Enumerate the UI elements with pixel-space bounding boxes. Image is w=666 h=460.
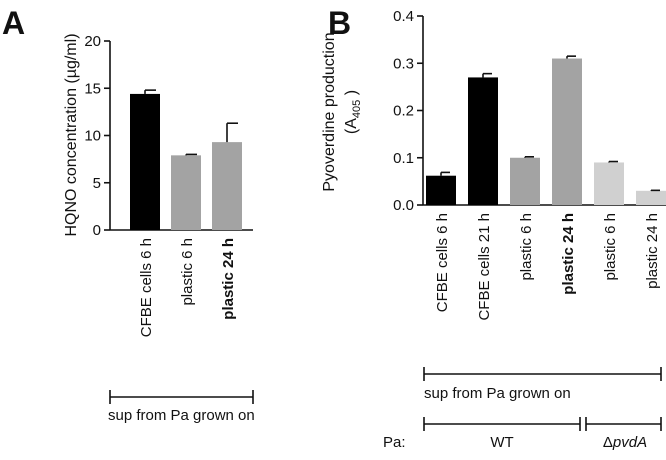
b-bar <box>552 58 582 206</box>
b-category-label: plastic 24 h <box>644 213 661 289</box>
b-bar <box>468 77 498 205</box>
a-bar <box>171 155 201 230</box>
b-category-label: plastic 6 h <box>602 213 619 281</box>
panel-b-axes <box>422 16 666 206</box>
a-category-label: plastic 24 h <box>220 238 237 320</box>
a-y-tick-label: 0 <box>93 222 101 239</box>
panel-b-strain-pvda-delta: Δ <box>603 434 613 451</box>
b-bar <box>510 157 540 205</box>
panel-b-strain-wt-label: WT <box>490 434 513 451</box>
panel-b-bracket <box>423 367 662 381</box>
panel-b-y-axis-label-suffix: ) <box>343 90 360 100</box>
b-y-tick-label: 0.4 <box>393 8 414 25</box>
b-bar <box>426 175 456 205</box>
b-bar <box>594 162 624 205</box>
panel-a-bracket <box>109 390 254 404</box>
b-y-tick-label: 0.0 <box>393 197 414 214</box>
a-bar <box>212 142 242 230</box>
b-y-tick-label: 0.1 <box>393 150 414 167</box>
panel-b-y-axis-label-subscript: 405 <box>351 100 363 118</box>
panel-a-y-ticks: 0 5 10 15 20 <box>84 33 110 239</box>
panel-b-bars <box>426 55 666 206</box>
b-category-label: CFBE cells 6 h <box>434 213 451 312</box>
panel-b-strain-groups <box>423 417 662 431</box>
a-category-label: CFBE cells 6 h <box>138 238 155 337</box>
panel-b-y-axis-label-line2: (A405 ) <box>343 90 363 134</box>
a-y-tick-label: 20 <box>84 33 101 50</box>
panel-b-y-ticks: 0.0 0.1 0.2 0.3 0.4 <box>393 8 423 214</box>
panel-a-category-labels: CFBE cells 6 h plastic 6 h plastic 24 h <box>138 238 237 337</box>
panel-b-letter: B <box>328 5 351 41</box>
a-category-label: plastic 6 h <box>179 238 196 306</box>
panel-b-y-axis-label-prefix: (A <box>343 118 360 134</box>
panel-a-bracket-label: sup from Pa grown on <box>108 407 255 424</box>
a-y-tick-label: 5 <box>93 175 101 192</box>
panel-a-y-axis-label: HQNO concentration (µg/ml) <box>63 33 80 236</box>
panel-b-chart: Pyoverdine production (A405 ) 0.00.10.20… <box>321 8 666 451</box>
b-category-label: plastic 6 h <box>518 213 535 281</box>
b-y-tick-label: 0.3 <box>393 55 414 72</box>
panel-a-chart: HQNO concentration (µg/ml) 0 5 10 15 20 CFBE… <box>63 33 255 424</box>
b-bar <box>636 190 666 205</box>
panel-b-strain-pvda-gene: pvdA <box>612 434 647 451</box>
a-y-tick-label: 10 <box>84 128 101 145</box>
b-category-label: plastic 24 h <box>560 213 577 295</box>
panel-b-strain-prefix: Pa: <box>383 434 406 451</box>
panel-b-strain-pvda-label: ΔpvdA <box>603 434 647 451</box>
b-y-tick-label: 0.2 <box>393 103 414 120</box>
panel-a-bars <box>130 89 242 230</box>
a-y-tick-label: 15 <box>84 80 101 97</box>
a-bar <box>130 93 160 230</box>
b-category-label: CFBE cells 21 h <box>476 213 493 321</box>
panel-a-letter: A <box>2 5 25 41</box>
panel-b-bracket-label: sup from Pa grown on <box>424 385 571 402</box>
panel-b-category-labels: CFBE cells 6 h CFBE cells 21 h plastic 6 h… <box>434 213 661 321</box>
panel-b-y-axis-label-line1: Pyoverdine production <box>321 32 338 191</box>
